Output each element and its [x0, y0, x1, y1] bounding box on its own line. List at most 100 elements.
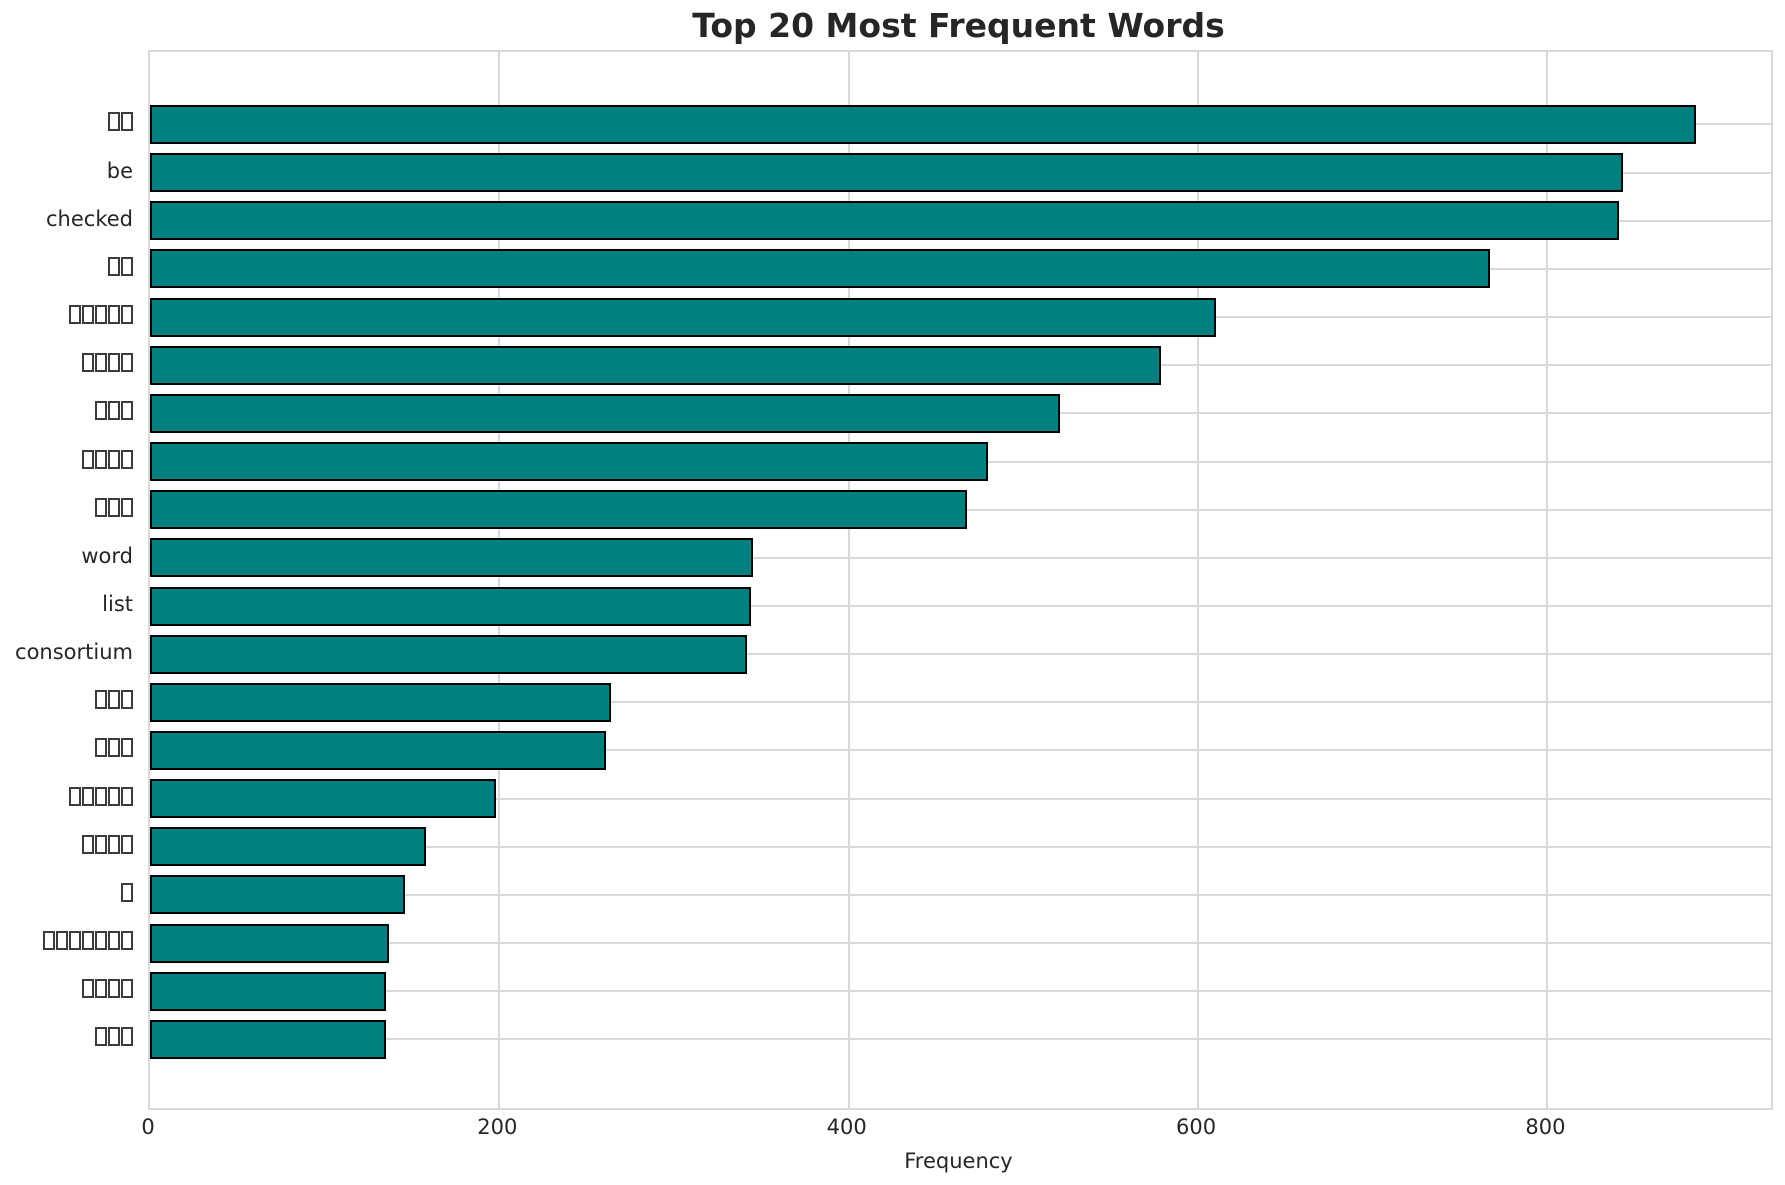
missing-glyph-box	[81, 305, 94, 325]
missing-glyph-box	[107, 256, 120, 276]
gridline-y	[150, 1038, 1771, 1041]
missing-glyph-box	[68, 931, 81, 951]
x-tick-label: 800	[1525, 1115, 1566, 1139]
x-tick-label: 400	[826, 1115, 867, 1139]
missing-glyph-box	[94, 786, 107, 806]
bar	[150, 923, 390, 963]
x-tick-label: 0	[141, 1115, 155, 1139]
y-tick-label	[0, 926, 133, 956]
y-tick-label	[0, 445, 133, 475]
missing-glyph-box	[120, 786, 133, 806]
missing-glyph-box	[120, 497, 133, 517]
missing-glyph-box	[120, 834, 133, 854]
bar	[150, 779, 496, 819]
missing-glyph-box	[68, 786, 81, 806]
bar	[150, 538, 753, 578]
bar	[150, 682, 612, 722]
bar	[150, 345, 1162, 385]
gridline-y	[150, 942, 1771, 945]
missing-glyph-box	[107, 979, 120, 999]
bar	[150, 1019, 386, 1059]
y-tick-label	[0, 493, 133, 523]
gridline-x-200	[498, 52, 501, 1108]
bar	[150, 249, 1490, 289]
missing-glyph-box	[81, 786, 94, 806]
missing-glyph-box	[55, 931, 68, 951]
missing-glyph-box	[120, 401, 133, 421]
bar	[150, 827, 426, 867]
missing-glyph-box	[94, 353, 107, 373]
y-tick-label	[0, 685, 133, 715]
missing-glyph-box	[94, 690, 107, 710]
gridline-y	[150, 845, 1771, 848]
gridline-x-400	[847, 52, 850, 1108]
x-tick-label: 600	[1176, 1115, 1217, 1139]
x-tick-label: 200	[477, 1115, 518, 1139]
y-tick-label	[0, 252, 133, 282]
missing-glyph-box	[107, 1027, 120, 1047]
gridline-y	[150, 556, 1771, 559]
missing-glyph-box	[107, 353, 120, 373]
missing-glyph-box	[120, 305, 133, 325]
bar	[150, 490, 968, 530]
missing-glyph-box	[81, 449, 94, 469]
y-tick-label	[0, 974, 133, 1004]
gridline-y	[150, 797, 1771, 800]
missing-glyph-box	[107, 401, 120, 421]
chart-title: Top 20 Most Frequent Words	[692, 6, 1225, 45]
y-tick-label	[0, 348, 133, 378]
missing-glyph-box	[120, 449, 133, 469]
missing-glyph-box	[94, 738, 107, 758]
y-tick-label	[0, 782, 133, 812]
bar	[150, 586, 751, 626]
bar	[150, 634, 748, 674]
gridline-y	[150, 653, 1771, 656]
bar	[150, 153, 1623, 193]
missing-glyph-box	[120, 1027, 133, 1047]
missing-glyph-box	[94, 401, 107, 421]
y-tick-label	[0, 300, 133, 330]
gridline-y	[150, 893, 1771, 896]
missing-glyph-box	[120, 979, 133, 999]
missing-glyph-box	[120, 931, 133, 951]
missing-glyph-box	[107, 834, 120, 854]
missing-glyph-box	[81, 979, 94, 999]
gridline-y	[150, 749, 1771, 752]
missing-glyph-box	[107, 305, 120, 325]
missing-glyph-box	[107, 931, 120, 951]
missing-glyph-box	[107, 738, 120, 758]
missing-glyph-box	[107, 112, 120, 132]
missing-glyph-box	[120, 353, 133, 373]
missing-glyph-box	[94, 497, 107, 517]
bar	[150, 393, 1061, 433]
y-tick-label	[0, 733, 133, 763]
bar	[150, 201, 1620, 241]
gridline-y	[150, 605, 1771, 607]
missing-glyph-box	[120, 690, 133, 710]
gridline-x-800	[1546, 52, 1549, 1108]
missing-glyph-box	[120, 738, 133, 758]
missing-glyph-box	[120, 882, 133, 902]
missing-glyph-box	[94, 1027, 107, 1047]
missing-glyph-box	[68, 305, 81, 325]
y-tick-label	[0, 396, 133, 426]
x-axis-label: Frequency	[904, 1149, 1013, 1173]
y-tick-label: checked	[46, 206, 133, 231]
missing-glyph-box	[107, 497, 120, 517]
bar	[150, 875, 406, 915]
y-tick-label: consortium	[15, 640, 133, 665]
bar	[150, 104, 1696, 144]
missing-glyph-box	[120, 256, 133, 276]
bar	[150, 730, 606, 770]
y-tick-label	[0, 830, 133, 860]
y-tick-label	[0, 107, 133, 137]
missing-glyph-box	[42, 931, 55, 951]
plot-area	[148, 50, 1773, 1110]
gridline-x-600	[1197, 52, 1200, 1108]
missing-glyph-box	[107, 690, 120, 710]
missing-glyph-box	[94, 449, 107, 469]
bar	[150, 297, 1216, 337]
y-tick-label	[0, 1022, 133, 1052]
y-tick-label	[0, 878, 133, 908]
